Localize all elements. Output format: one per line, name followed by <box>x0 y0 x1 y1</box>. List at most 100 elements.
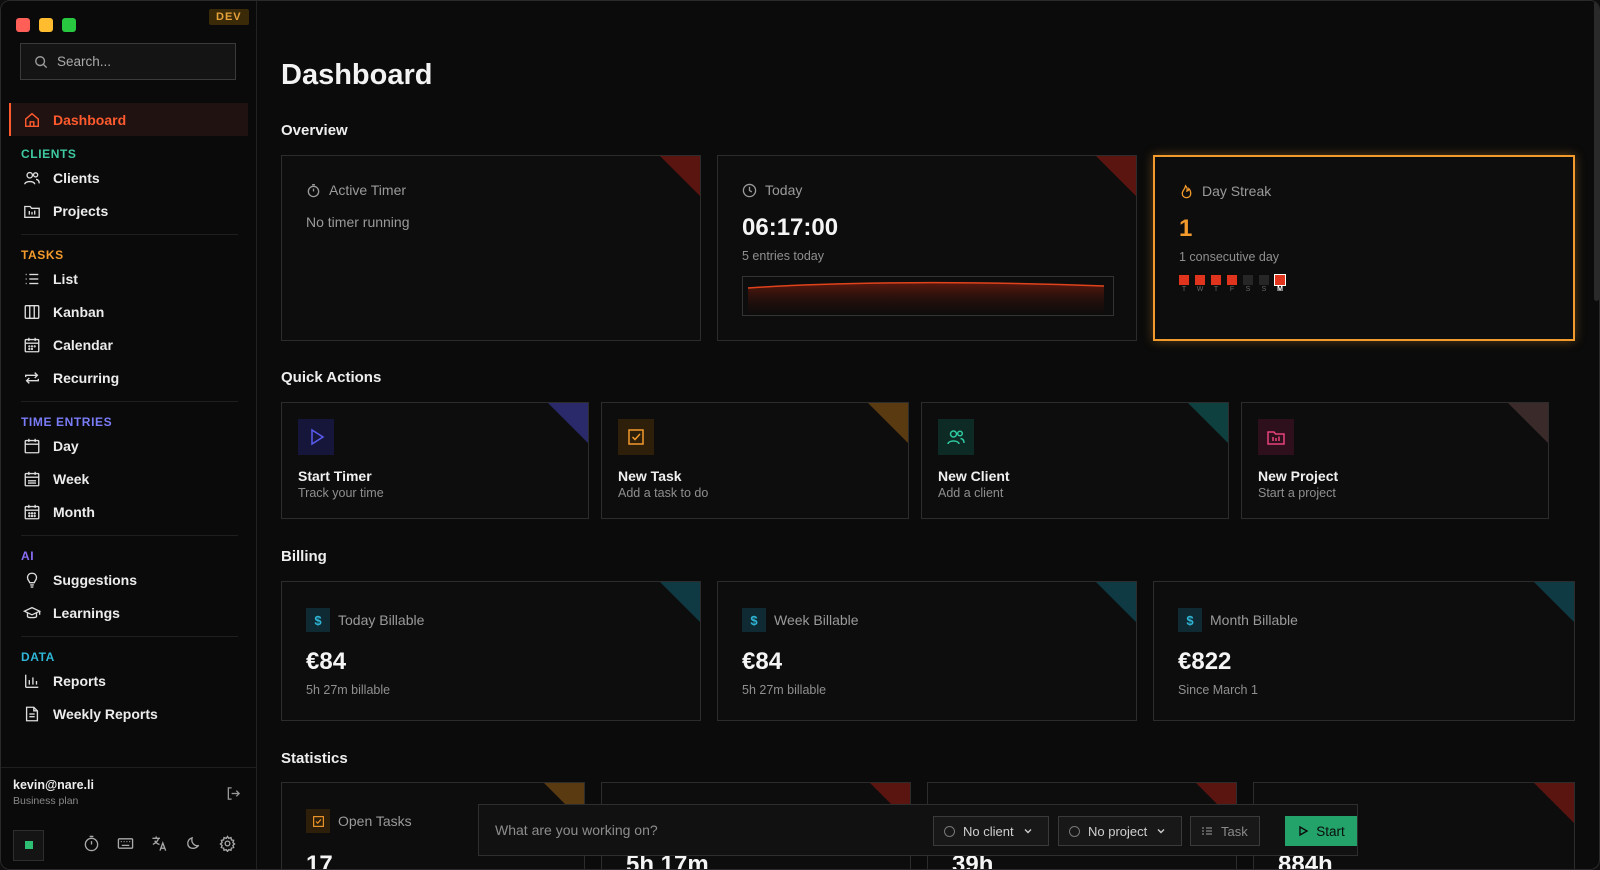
sidebar-item-calendar[interactable]: Calendar <box>9 328 248 361</box>
card-corner-accent <box>1096 582 1136 622</box>
quick-action-new-client[interactable]: New Client Add a client <box>921 402 1229 519</box>
streak-day-label: S <box>1245 286 1251 293</box>
sidebar-item-reports[interactable]: Reports <box>9 664 248 697</box>
flame-icon <box>1181 183 1192 198</box>
search-placeholder: Search... <box>57 54 112 69</box>
card-label: Today <box>742 182 802 198</box>
dollar-icon: $ <box>306 608 330 632</box>
keyboard-icon[interactable] <box>117 835 134 852</box>
footer-icons <box>83 835 236 852</box>
streak-label: Day Streak <box>1202 183 1272 199</box>
checkbox-icon <box>618 419 654 455</box>
start-label: Start <box>1316 823 1345 839</box>
client-select-label: No client <box>963 823 1014 839</box>
close-window-button[interactable] <box>16 18 30 32</box>
logout-icon[interactable] <box>226 786 241 801</box>
sidebar-item-weekly-reports[interactable]: Weekly Reports <box>9 697 248 730</box>
project-select-label: No project <box>1088 823 1148 839</box>
chevron-down-icon <box>1157 829 1165 834</box>
billing-sub: 5h 27m billable <box>742 683 827 697</box>
status-indicator[interactable] <box>13 829 44 861</box>
sidebar-item-list[interactable]: List <box>9 262 248 295</box>
section-ai: AI <box>21 549 35 563</box>
search-icon <box>35 55 48 68</box>
sidebar-item-label: Calendar <box>53 336 113 353</box>
task-select-label: Task <box>1221 823 1248 839</box>
quick-actions-heading: Quick Actions <box>281 369 382 386</box>
quick-action-new-project[interactable]: New Project Start a project <box>1241 402 1549 519</box>
card-corner-accent <box>1188 403 1228 443</box>
moon-icon[interactable] <box>185 835 202 852</box>
timer-description-input[interactable]: What are you working on? <box>495 822 658 838</box>
card-corner-accent <box>548 403 588 443</box>
streak-day-label: F <box>1229 286 1235 293</box>
sidebar-item-label: Clients <box>53 169 100 186</box>
card-label: Day Streak <box>1179 183 1271 199</box>
calendar-month-icon <box>24 504 40 519</box>
card-label: Active Timer <box>306 182 406 198</box>
sidebar-item-projects[interactable]: Projects <box>9 194 248 227</box>
billing-value: €84 <box>742 648 783 675</box>
document-icon <box>25 706 39 721</box>
card-label: $ Today Billable <box>306 608 424 632</box>
quick-action-subtitle: Add a task to do <box>618 486 709 500</box>
billing-value: €84 <box>306 648 347 675</box>
user-block: kevin@nare.li Business plan <box>1 767 257 817</box>
search-input[interactable]: Search... <box>20 43 236 80</box>
billing-label: Today Billable <box>338 612 425 628</box>
scrollbar[interactable] <box>1594 1 1599 301</box>
dev-badge: DEV <box>209 9 249 25</box>
sidebar-item-day[interactable]: Day <box>9 429 248 462</box>
task-select[interactable]: Task <box>1190 816 1260 846</box>
sidebar-item-label: Reports <box>53 672 106 689</box>
client-select[interactable]: No client <box>933 816 1049 846</box>
kanban-icon <box>24 304 40 319</box>
sidebar-item-clients[interactable]: Clients <box>9 161 248 194</box>
billing-sub: Since March 1 <box>1178 683 1258 697</box>
billing-card-month-billable[interactable]: $ Month Billable €822 Since March 1 <box>1153 581 1575 721</box>
play-icon <box>1299 825 1309 837</box>
minimize-window-button[interactable] <box>39 18 53 32</box>
project-select[interactable]: No project <box>1058 816 1182 846</box>
active-timer-card[interactable]: Active Timer No timer running <box>281 155 701 341</box>
calendar-week-icon <box>24 471 40 486</box>
open-tasks-value: 17 <box>306 851 333 870</box>
billing-card-week-billable[interactable]: $ Week Billable €84 5h 27m billable <box>717 581 1137 721</box>
sidebar-item-label: Week <box>53 470 90 487</box>
sidebar-item-label: Projects <box>53 202 109 219</box>
sidebar-item-learnings[interactable]: Learnings <box>9 596 248 629</box>
today-card[interactable]: Today 06:17:00 5 entries today <box>717 155 1137 341</box>
sidebar-item-recurring[interactable]: Recurring <box>9 361 248 394</box>
sidebar-item-month[interactable]: Month <box>9 495 248 528</box>
card-corner-accent <box>1096 156 1136 196</box>
open-tasks-label: Open Tasks <box>338 813 412 829</box>
quick-action-start-timer[interactable]: Start Timer Track your time <box>281 402 589 519</box>
maximize-window-button[interactable] <box>62 18 76 32</box>
translate-icon[interactable] <box>151 835 168 852</box>
day-streak-card[interactable]: Day Streak 1 1 consecutive day T W T F S S M <box>1153 155 1575 341</box>
sidebar-item-suggestions[interactable]: Suggestions <box>9 563 248 596</box>
play-icon <box>298 419 334 455</box>
quick-action-subtitle: Start a project <box>1258 486 1336 500</box>
quick-action-new-task[interactable]: New Task Add a task to do <box>601 402 909 519</box>
card-label: $ Week Billable <box>742 608 859 632</box>
streak-value: 1 <box>1179 215 1193 242</box>
section-clients: CLIENTS <box>21 147 77 161</box>
sidebar-nav: Dashboard CLIENTS Clients Projects TASKS… <box>9 103 248 730</box>
start-timer-button[interactable]: Start <box>1285 816 1357 846</box>
sidebar-item-dashboard[interactable]: Dashboard <box>9 103 248 136</box>
sidebar-item-week[interactable]: Week <box>9 462 248 495</box>
streak-day-label: M <box>1277 286 1283 293</box>
home-icon <box>24 112 40 127</box>
section-time-entries: TIME ENTRIES <box>21 415 113 429</box>
sidebar-item-kanban[interactable]: Kanban <box>9 295 248 328</box>
billing-card-today-billable[interactable]: $ Today Billable €84 5h 27m billable <box>281 581 701 721</box>
sidebar-item-label: Weekly Reports <box>53 705 158 722</box>
folder-chart-icon <box>1258 419 1294 455</box>
billing-value: €822 <box>1178 648 1232 675</box>
gear-icon[interactable] <box>219 835 236 852</box>
clock-icon <box>742 183 757 197</box>
streak-day-square <box>1195 275 1205 285</box>
timer-icon[interactable] <box>83 835 100 852</box>
